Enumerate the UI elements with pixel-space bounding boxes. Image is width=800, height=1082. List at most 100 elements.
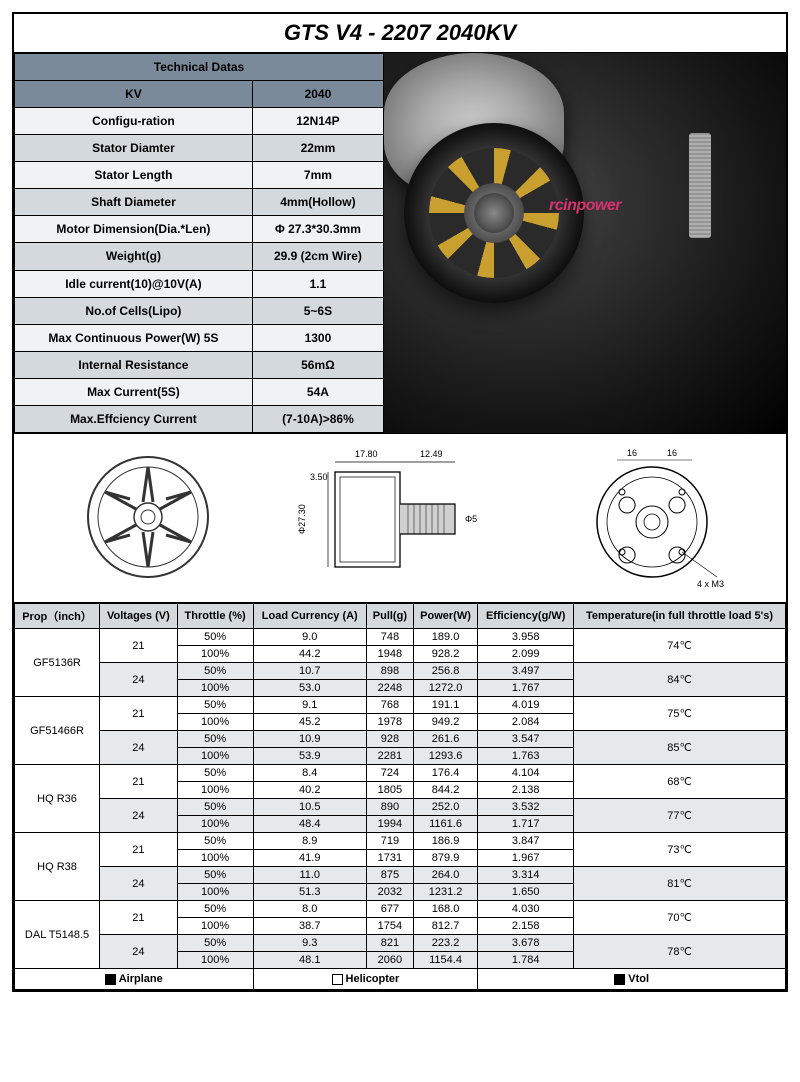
tech-value: 56mΩ [252, 351, 383, 378]
perf-cell: 1805 [367, 782, 414, 799]
perf-cell: 50% [177, 663, 253, 680]
perf-cell: 191.1 [413, 697, 478, 714]
perf-cell: 256.8 [413, 663, 478, 680]
perf-cell: 3.547 [478, 731, 574, 748]
perf-cell: 44.2 [253, 646, 367, 663]
perf-cell: 100% [177, 714, 253, 731]
perf-cell: 748 [367, 629, 414, 646]
perf-cell: 53.0 [253, 680, 367, 697]
perf-cell: 928.2 [413, 646, 478, 663]
perf-cell: 50% [177, 833, 253, 850]
perf-cell: 1161.6 [413, 816, 478, 833]
perf-cell: 3.314 [478, 867, 574, 884]
prop-cell: GF5136R [15, 629, 100, 697]
dim-mount-4xm3: 4 x M3 [697, 579, 724, 589]
perf-cell: 844.2 [413, 782, 478, 799]
tech-value: (7-10A)>86% [252, 405, 383, 432]
voltage-cell: 24 [100, 799, 178, 833]
tech-label: Stator Length [15, 162, 253, 189]
perf-cell: 10.7 [253, 663, 367, 680]
perf-cell: 38.7 [253, 918, 367, 935]
perf-cell: 53.9 [253, 748, 367, 765]
temp-cell: 75℃ [574, 697, 786, 731]
perf-row: HQ R362150%8.4724176.44.10468℃ [15, 765, 786, 782]
perf-header: Load Currency (A) [253, 604, 367, 629]
dim-side-phi5: Φ5 [465, 514, 477, 524]
temp-cell: 74℃ [574, 629, 786, 663]
perf-cell: 1.650 [478, 884, 574, 901]
dim-mount-16b: 16 [667, 448, 677, 458]
perf-cell: 48.1 [253, 952, 367, 969]
voltage-cell: 21 [100, 697, 178, 731]
temp-cell: 84℃ [574, 663, 786, 697]
motor-shaft [689, 133, 711, 238]
product-photo [384, 53, 786, 433]
voltage-cell: 21 [100, 765, 178, 799]
temp-cell: 73℃ [574, 833, 786, 867]
perf-cell: 100% [177, 782, 253, 799]
perf-row: 2450%10.7898256.83.49784℃ [15, 663, 786, 680]
perf-header: Power(W) [413, 604, 478, 629]
footer-vtol: Vtol [478, 969, 786, 990]
perf-cell: 1948 [367, 646, 414, 663]
prop-cell: DAL T5148.5 [15, 901, 100, 969]
temp-cell: 77℃ [574, 799, 786, 833]
perf-cell: 1754 [367, 918, 414, 935]
tech-value: 7mm [252, 162, 383, 189]
perf-cell: 223.2 [413, 935, 478, 952]
perf-cell: 100% [177, 850, 253, 867]
perf-cell: 1293.6 [413, 748, 478, 765]
perf-cell: 2060 [367, 952, 414, 969]
perf-cell: 2.084 [478, 714, 574, 731]
perf-cell: 2281 [367, 748, 414, 765]
perf-cell: 4.019 [478, 697, 574, 714]
perf-cell: 1731 [367, 850, 414, 867]
tech-value: 12N14P [252, 108, 383, 135]
dim-side-top-left: 17.80 [355, 449, 378, 459]
tech-value: 5~6S [252, 297, 383, 324]
perf-cell: 264.0 [413, 867, 478, 884]
page-title: GTS V4 - 2207 2040KV [14, 14, 786, 53]
tech-value: 29.9 (2cm Wire) [252, 243, 383, 270]
perf-cell: 176.4 [413, 765, 478, 782]
perf-cell: 40.2 [253, 782, 367, 799]
perf-cell: 48.4 [253, 816, 367, 833]
perf-cell: 3.497 [478, 663, 574, 680]
voltage-cell: 24 [100, 731, 178, 765]
perf-row: 2450%11.0875264.03.31481℃ [15, 867, 786, 884]
perf-cell: 189.0 [413, 629, 478, 646]
tech-label: Configu-ration [15, 108, 253, 135]
perf-cell: 4.104 [478, 765, 574, 782]
upper-section: Technical Datas KV2040Configu-ration12N1… [14, 53, 786, 434]
perf-cell: 1231.2 [413, 884, 478, 901]
temp-cell: 68℃ [574, 765, 786, 799]
tech-value: 1300 [252, 324, 383, 351]
temp-cell: 85℃ [574, 731, 786, 765]
tech-value: 22mm [252, 135, 383, 162]
voltage-cell: 24 [100, 935, 178, 969]
perf-cell: 1.767 [478, 680, 574, 697]
perf-cell: 2.099 [478, 646, 574, 663]
tech-label: KV [15, 81, 253, 108]
perf-cell: 3.958 [478, 629, 574, 646]
voltage-cell: 21 [100, 901, 178, 935]
tech-label: Internal Resistance [15, 351, 253, 378]
perf-cell: 100% [177, 646, 253, 663]
perf-cell: 186.9 [413, 833, 478, 850]
perf-cell: 100% [177, 884, 253, 901]
prop-cell: HQ R38 [15, 833, 100, 901]
tech-label: Max Current(5S) [15, 378, 253, 405]
perf-row: 2450%10.9928261.63.54785℃ [15, 731, 786, 748]
perf-cell: 2248 [367, 680, 414, 697]
checkbox-filled-icon [105, 974, 116, 985]
perf-row: GF51466R2150%9.1768191.14.01975℃ [15, 697, 786, 714]
tech-label: Max Continuous Power(W) 5S [15, 324, 253, 351]
perf-row: GF5136R2150%9.0748189.03.95874℃ [15, 629, 786, 646]
temp-cell: 78℃ [574, 935, 786, 969]
perf-cell: 1.967 [478, 850, 574, 867]
tech-value: 54A [252, 378, 383, 405]
perf-cell: 1994 [367, 816, 414, 833]
tech-header: Technical Datas [15, 54, 384, 81]
dim-side-phi27: Φ27.30 [297, 504, 307, 534]
voltage-cell: 21 [100, 833, 178, 867]
